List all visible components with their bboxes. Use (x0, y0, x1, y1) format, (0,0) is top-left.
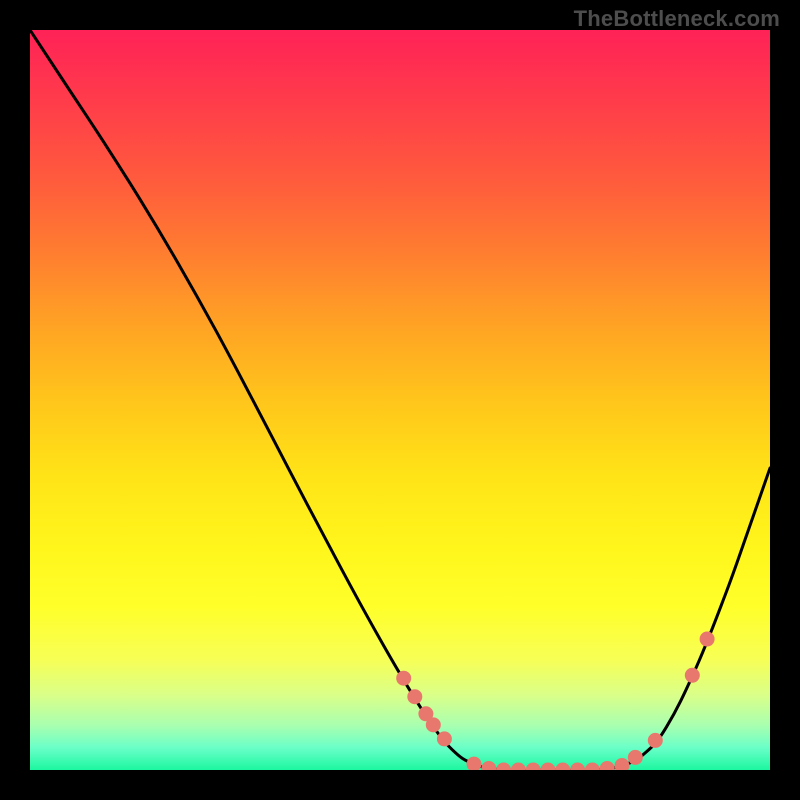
curve-marker (648, 733, 662, 747)
curve-marker (482, 762, 496, 770)
curve-marker (700, 632, 714, 646)
curve-marker (615, 759, 629, 770)
curve-marker (556, 763, 570, 770)
curve-marker (467, 757, 481, 770)
curve-marker (497, 763, 511, 770)
curve-marker (685, 668, 699, 682)
curve-marker (526, 763, 540, 770)
curve-marker (511, 763, 525, 770)
curve-marker (397, 671, 411, 685)
curve-layer (30, 30, 770, 770)
curve-marker (426, 718, 440, 732)
curve-marker (628, 750, 642, 764)
curve-marker (600, 762, 614, 770)
curve-markers (397, 632, 714, 770)
curve-marker (541, 763, 555, 770)
watermark-text: TheBottleneck.com (574, 6, 780, 32)
curve-marker (437, 732, 451, 746)
bottleneck-curve (30, 30, 770, 770)
curve-marker (408, 690, 422, 704)
curve-marker (585, 763, 599, 770)
chart-frame: TheBottleneck.com (0, 0, 800, 800)
plot-area (30, 30, 770, 770)
curve-marker (571, 763, 585, 770)
